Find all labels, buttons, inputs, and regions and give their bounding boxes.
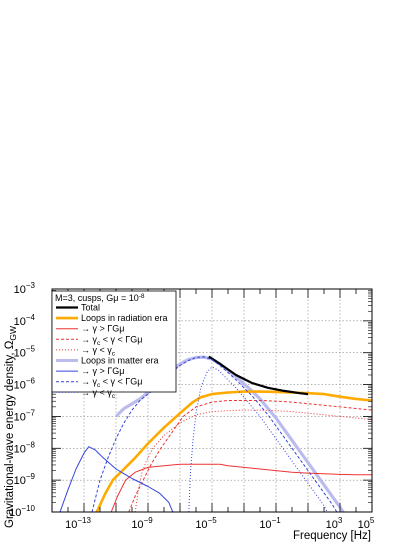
y-tick-label: 10−6 — [14, 377, 36, 392]
legend-label: Loops in radiation era — [81, 313, 168, 323]
legend-header-text: M=3, cusps, Gμ = 10 — [55, 293, 139, 303]
x-tick-label: 10−5 — [195, 516, 217, 531]
legend-label: → γ > ΓGμ — [81, 366, 124, 376]
y-tick-exp: −9 — [26, 472, 36, 481]
legend-label: Total — [81, 303, 100, 313]
x-tick-label: 103 — [326, 516, 343, 531]
y-tick-base: 10 — [14, 475, 26, 487]
legend-label-main: → γ < γ — [81, 345, 112, 355]
y-axis-label-main: Gravitational-wave energy density, Ω — [4, 340, 16, 528]
x-tick-exp: −13 — [77, 516, 91, 525]
y-tick-exp: −4 — [26, 313, 36, 322]
y-tick-base: 10 — [14, 348, 26, 360]
x-tick-exp: 5 — [370, 516, 375, 525]
x-tick-label: 10−1 — [259, 516, 281, 531]
x-tick-label: 10−9 — [131, 516, 153, 531]
y-tick-exp: −3 — [26, 281, 36, 290]
legend-label-sub: c — [97, 340, 101, 347]
legend-label: → γ > ΓGμ — [81, 324, 124, 334]
x-tick-base: 10 — [326, 519, 338, 531]
series-line — [134, 409, 372, 512]
legend-label: → γ < γc — [81, 387, 116, 400]
y-axis-label-subscript: GW — [8, 326, 18, 341]
y-tick-base: 10 — [14, 316, 26, 328]
series-line — [188, 366, 328, 512]
legend-header-exponent: -8 — [139, 293, 145, 300]
y-tick-base: 10 — [9, 507, 21, 519]
y-tick-base: 10 — [14, 443, 26, 455]
legend-label-main: Total — [81, 303, 100, 313]
legend-label-rest: < γ < ΓGμ — [100, 377, 142, 387]
series-line — [128, 400, 372, 512]
legend-label-sub: c — [112, 393, 116, 400]
x-tick-exp: −9 — [144, 516, 154, 525]
legend-label-rest: < γ < ΓGμ — [100, 334, 142, 344]
y-tick-exp: −8 — [26, 440, 36, 449]
series-line — [208, 355, 309, 396]
series-line — [59, 446, 174, 512]
legend-header: M=3, cusps, Gμ = 10-8 — [55, 293, 145, 303]
y-tick-label: 10−10 — [9, 504, 35, 519]
y-tick-exp: −6 — [26, 377, 36, 386]
legend-label-main: Loops in radiation era — [81, 313, 168, 323]
legend-label-main: → γ > ΓGμ — [81, 324, 124, 334]
legend-label: → γ < γc — [81, 345, 116, 358]
x-tick-label: 105 — [358, 516, 375, 531]
series-line — [95, 390, 372, 512]
legend-label-main: Loops in matter era — [81, 356, 159, 366]
y-axis-label: Gravitational-wave energy density, ΩGW — [4, 326, 18, 528]
y-tick-label: 10−4 — [14, 313, 36, 328]
series-lines — [59, 355, 372, 512]
legend-label-main: → γ > ΓGμ — [81, 366, 124, 376]
series-line — [110, 463, 372, 512]
x-tick-exp: 3 — [338, 516, 343, 525]
x-tick-base: 10 — [259, 519, 271, 531]
y-tick-label: 10−5 — [14, 345, 36, 360]
legend-label-main: → γ — [81, 334, 98, 344]
legend-label-sub: c — [112, 350, 116, 357]
x-tick-base: 10 — [65, 519, 77, 531]
legend-label-main: → γ < γ — [81, 387, 112, 397]
x-axis-label: Frequency [Hz] — [293, 530, 371, 542]
legend-label-main: → γ — [81, 377, 98, 387]
series-line — [91, 356, 338, 512]
y-tick-exp: −10 — [21, 504, 35, 513]
y-tick-label: 10−9 — [14, 472, 36, 487]
y-tick-base: 10 — [14, 380, 26, 392]
x-tick-exp: −1 — [272, 516, 282, 525]
y-tick-base: 10 — [14, 284, 26, 296]
legend-label: → γc < γ < ΓGμ — [81, 334, 142, 347]
legend-label: Loops in matter era — [81, 356, 159, 366]
y-tick-exp: −7 — [26, 408, 36, 417]
y-tick-label: 10−8 — [14, 440, 36, 455]
x-tick-label: 10−13 — [65, 516, 91, 531]
y-tick-exp: −5 — [26, 345, 36, 354]
x-tick-base: 10 — [131, 519, 143, 531]
y-tick-label: 10−7 — [14, 408, 36, 423]
x-tick-exp: −5 — [208, 516, 218, 525]
legend-label-sub: c — [97, 382, 101, 389]
y-tick-base: 10 — [14, 411, 26, 423]
y-tick-label: 10−3 — [14, 281, 36, 296]
legend-label: → γc < γ < ΓGμ — [81, 377, 142, 390]
x-tick-base: 10 — [358, 519, 370, 531]
x-tick-base: 10 — [195, 519, 207, 531]
